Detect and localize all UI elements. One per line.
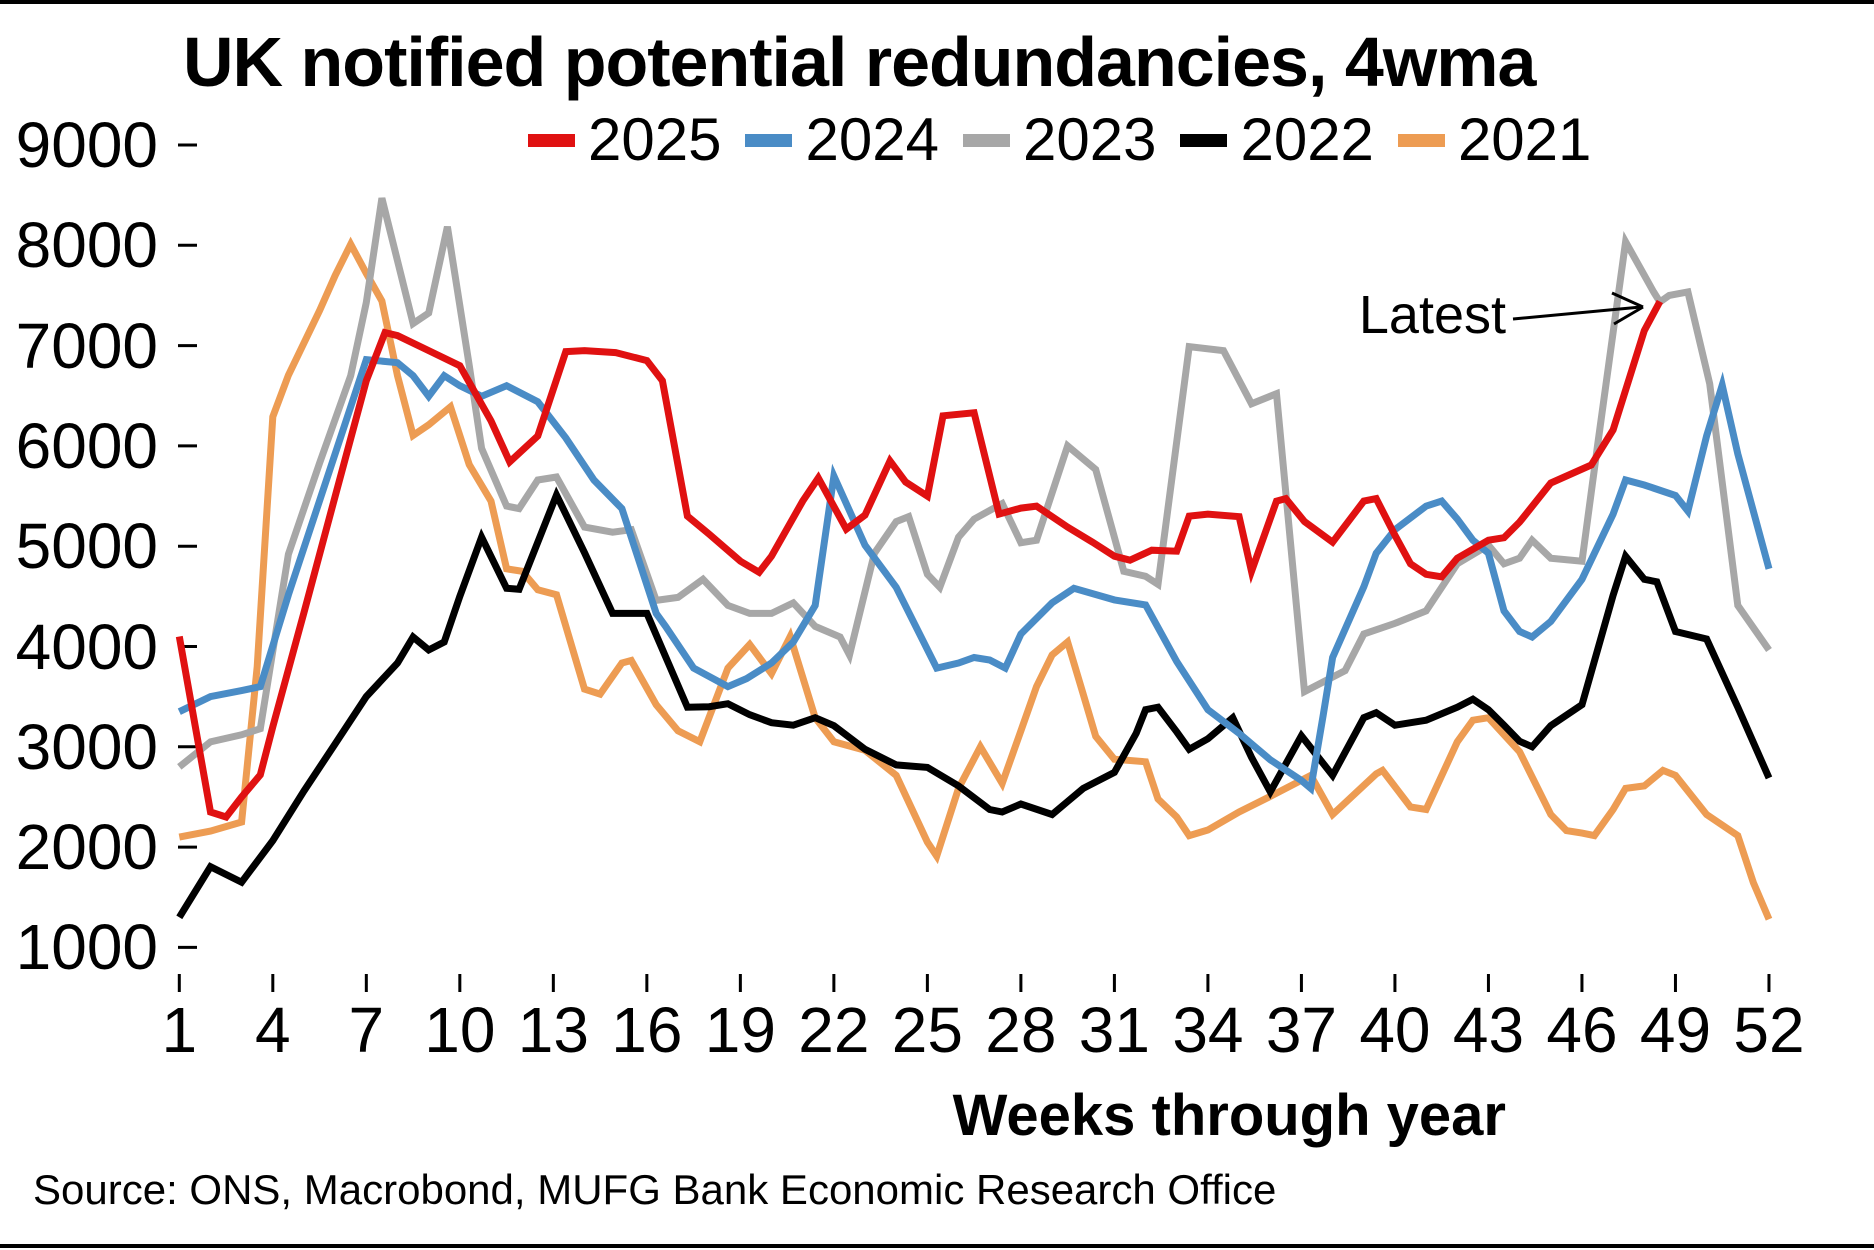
x-tick-label: 4 (255, 994, 291, 1066)
series-line-2023 (177, 197, 1772, 770)
legend-label-2025: 2025 (588, 106, 722, 173)
x-axis-title: Weeks through year (952, 1083, 1506, 1148)
bottom-border-rule (0, 1244, 1874, 1248)
legend-item-2022: 2022 (1180, 106, 1374, 173)
y-tick-label: 1000 (15, 911, 158, 984)
x-tick-label: 28 (985, 994, 1057, 1066)
y-tick-label: 5000 (15, 510, 158, 583)
x-tick-label: 31 (1078, 994, 1150, 1066)
x-tick-label: 19 (704, 994, 776, 1066)
legend-item-2023: 2023 (962, 106, 1157, 173)
y-tick-label: 6000 (15, 409, 158, 482)
latest-annotation-arrow (1512, 291, 1644, 326)
series-line-2024 (177, 355, 1773, 796)
x-tick-label: 43 (1452, 994, 1525, 1066)
latest-annotation-label: Latest (1358, 285, 1506, 345)
legend-item-2025: 2025 (528, 110, 721, 170)
x-tick-label: 16 (611, 994, 683, 1066)
y-tick-label: 2000 (15, 811, 158, 884)
x-tick-label: 10 (424, 994, 496, 1066)
legend-label-2023: 2023 (1022, 106, 1157, 173)
source-note: Source: ONS, Macrobond, MUFG Bank Econom… (33, 1166, 1277, 1213)
legend-label-2022: 2022 (1240, 106, 1374, 173)
y-tick-label: 7000 (15, 309, 158, 382)
x-tick-label: 34 (1172, 994, 1244, 1066)
y-tick-label: 4000 (15, 610, 158, 683)
x-tick-label: 22 (798, 994, 870, 1066)
y-tick-label: 8000 (15, 209, 158, 282)
x-tick-label: 1 (161, 994, 198, 1066)
legend-swatch-2024 (745, 133, 793, 147)
legend-label-2024: 2024 (805, 106, 939, 173)
y-tick-label: 9000 (15, 109, 158, 181)
x-tick-label: 52 (1733, 994, 1805, 1066)
chart-title: UK notified potential redundancies, 4wma (183, 23, 1536, 101)
x-tick-label: 7 (348, 994, 385, 1066)
chart-legend: 2025 2024 2023 2022 2021 (528, 110, 1615, 170)
series-line-2022 (176, 486, 1773, 920)
x-tick-label: 40 (1359, 994, 1431, 1066)
legend-item-2024: 2024 (745, 106, 939, 173)
legend-label-2021: 2021 (1457, 106, 1592, 173)
legend-swatch-2021 (1397, 133, 1445, 147)
top-border-rule (0, 0, 1874, 4)
legend-swatch-2025 (528, 133, 575, 147)
y-tick-label: 3000 (15, 710, 158, 783)
legend-item-2021: 2021 (1397, 106, 1592, 173)
chart-series-lines (175, 197, 1773, 921)
x-tick-label: 13 (517, 994, 589, 1066)
x-tick-label: 37 (1265, 994, 1337, 1066)
x-tick-label: 25 (891, 994, 963, 1066)
x-tick-label: 49 (1639, 994, 1712, 1066)
legend-swatch-2023 (962, 133, 1010, 147)
legend-swatch-2022 (1180, 133, 1228, 147)
x-tick-label: 46 (1546, 994, 1618, 1066)
series-line-2021 (178, 236, 1773, 921)
series-line-2025 (175, 299, 1663, 822)
axis-ticks (177, 143, 1771, 992)
